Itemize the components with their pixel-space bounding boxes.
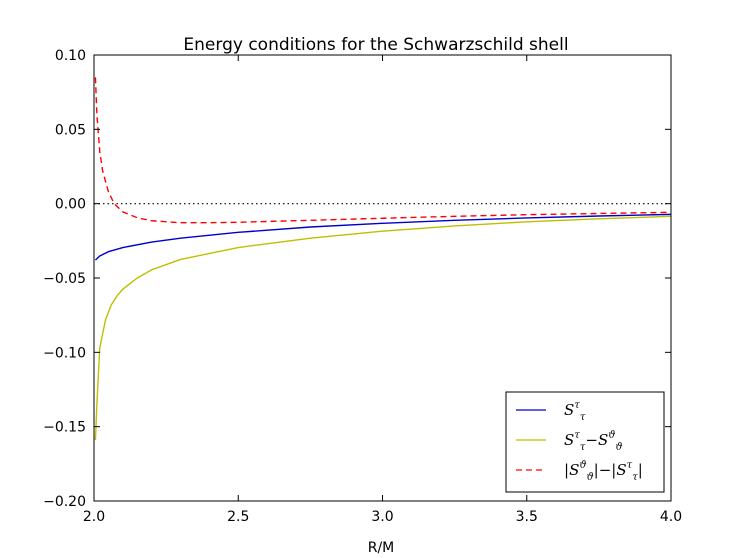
chart-title: Energy conditions for the Schwarzschild … (183, 35, 568, 55)
y-tick-label: −0.20 (43, 494, 86, 510)
x-axis-label: R/M (368, 540, 395, 556)
legend-label-s-tau-minus-s-theta: Sττ−Sϑϑ (564, 430, 623, 453)
y-tick-label: −0.05 (43, 271, 86, 287)
y-tick-label: −0.15 (43, 420, 86, 436)
legend-label-abs-difference: |Sϑϑ|−|Sττ| (564, 460, 643, 483)
y-tick-label: 0.05 (55, 122, 86, 138)
x-tick-label: 3.0 (371, 509, 393, 525)
series-abs-difference (94, 77, 671, 224)
series-s-tau-minus-s-theta (94, 215, 671, 441)
x-tick-label: 4.0 (660, 509, 682, 525)
x-tick-label: 3.5 (516, 509, 538, 525)
y-tick-label: 0.10 (55, 48, 86, 64)
y-tick-label: −0.10 (43, 345, 86, 361)
legend-label-s-tau-tau: Sττ (564, 400, 586, 423)
series-s-tau-tau (94, 213, 671, 261)
y-tick-label: 0.00 (55, 197, 86, 213)
legend: Sττ Sττ−Sϑϑ |Sϑϑ|−|Sττ| (505, 391, 665, 493)
plot-area: 2.0 2.5 3.0 3.5 4.0 0.10 0.05 0.00 −0.05 −0.10 −0.… (43, 48, 682, 525)
legend-box (505, 391, 665, 493)
x-tick-label: 2.0 (83, 509, 105, 525)
x-tick-label: 2.5 (227, 509, 249, 525)
